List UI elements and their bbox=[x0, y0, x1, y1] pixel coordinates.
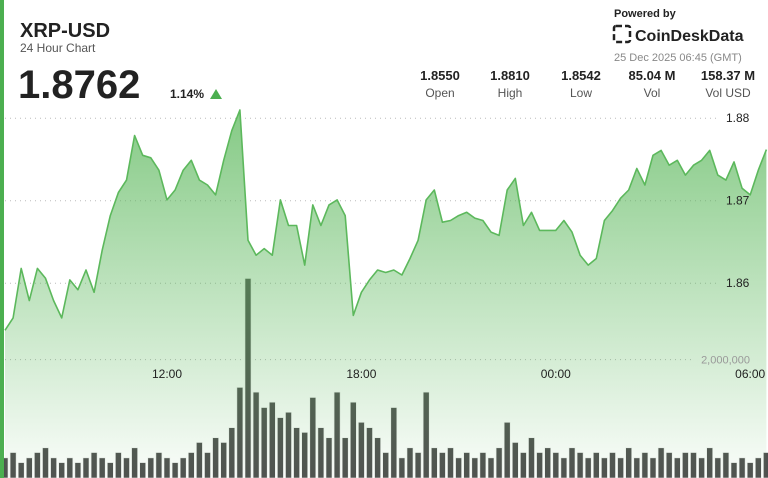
chart-subtitle: 24 Hour Chart bbox=[20, 41, 96, 55]
y2-tick-label: 2,000,000 bbox=[701, 355, 750, 367]
stat-label: Low bbox=[570, 86, 592, 100]
stat-value: 158.37 M bbox=[701, 68, 755, 83]
stat-label: High bbox=[498, 86, 523, 100]
stat-value: 1.8810 bbox=[490, 68, 530, 83]
powered-by: Powered by bbox=[614, 8, 677, 20]
timestamp: 25 Dec 2025 06:45 (GMT) bbox=[614, 52, 742, 64]
x-tick-label: 12:00 bbox=[152, 367, 182, 381]
last-price: 1.8762 bbox=[18, 63, 140, 107]
brand-icon bbox=[612, 24, 632, 44]
stat-label: Vol bbox=[644, 86, 661, 100]
stats: 1.8550 Open 1.8810 High 1.8542 Low 85.04 M Vol 1… bbox=[420, 68, 755, 100]
stat-value: 1.8542 bbox=[561, 68, 601, 83]
price-line bbox=[4, 109, 768, 331]
up-arrow bbox=[210, 89, 222, 99]
stat-label: Vol USD bbox=[705, 86, 751, 100]
stat-value: 85.04 M bbox=[629, 68, 676, 83]
price-change: 1.14% bbox=[170, 87, 204, 101]
brand: CoinDeskData bbox=[635, 28, 744, 45]
y-tick-label: 1.86 bbox=[726, 276, 750, 290]
plot-area bbox=[0, 109, 768, 478]
x-tick-label: 00:00 bbox=[541, 367, 571, 381]
y-tick-label: 1.87 bbox=[726, 194, 750, 208]
stat-label: Open bbox=[425, 86, 454, 100]
y-tick-label: 1.88 bbox=[726, 111, 750, 125]
chart-title: XRP-USD bbox=[20, 20, 110, 42]
stat-value: 1.8550 bbox=[420, 68, 460, 83]
price-area bbox=[5, 110, 767, 478]
x-tick-label: 06:00 bbox=[735, 367, 765, 381]
x-tick-label: 18:00 bbox=[346, 367, 376, 381]
accent-bar bbox=[0, 0, 4, 478]
